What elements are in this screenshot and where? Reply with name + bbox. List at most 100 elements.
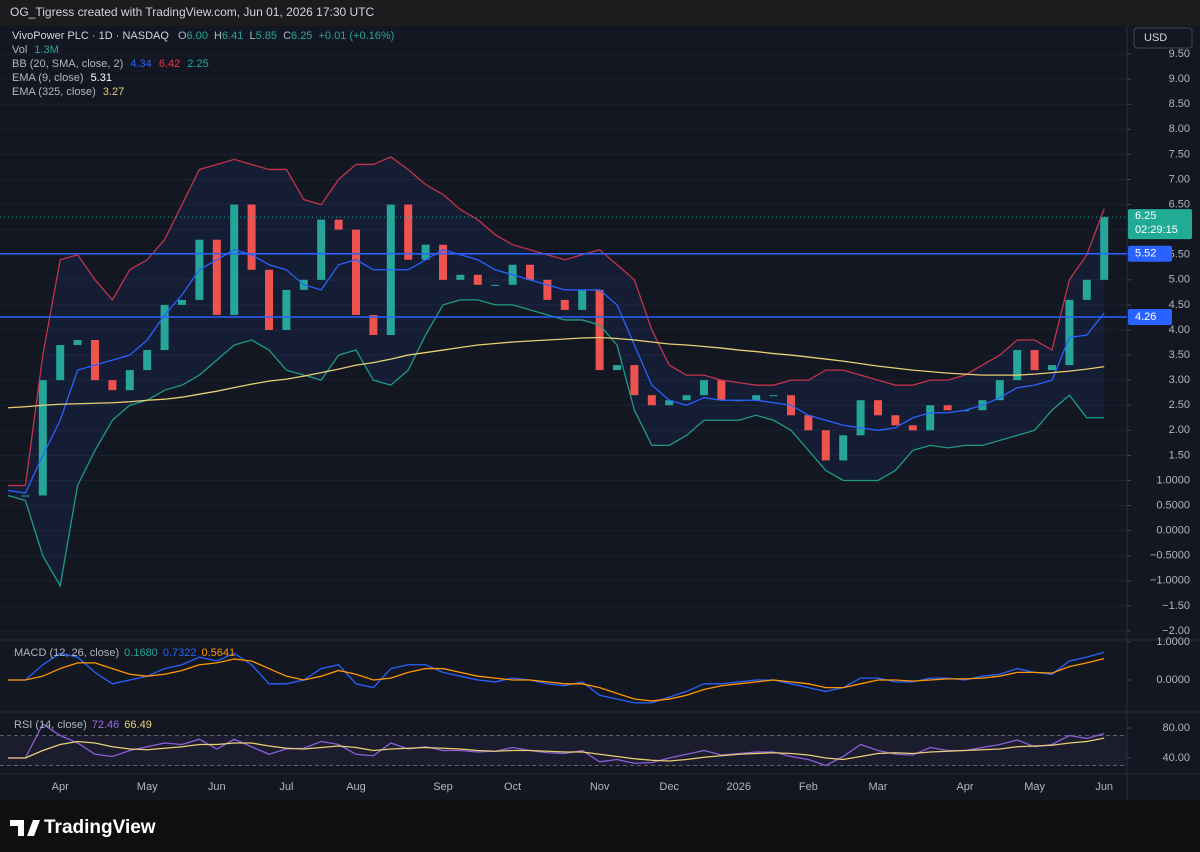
price-candle <box>856 400 865 436</box>
currency-button[interactable]: USD <box>1133 27 1193 49</box>
price-candle <box>717 380 726 401</box>
price-candle <box>560 299 569 310</box>
y-tick-label: 9.00 <box>1169 73 1190 85</box>
indicator-value: 5.31 <box>91 72 112 84</box>
ohlc-key: H <box>214 30 222 42</box>
x-tick-label: Oct <box>504 781 521 793</box>
y-tick-label: 5.00 <box>1169 274 1190 286</box>
y-tick-label: 0.0000 <box>1156 525 1190 537</box>
price-candle <box>1065 299 1074 366</box>
header-credit: OG_Tigress created with TradingView.com,… <box>10 5 375 19</box>
last-price-label: 6.25 <box>1135 210 1156 222</box>
symbol: VivoPower PLC · 1D · NASDAQ <box>12 30 169 42</box>
price-candle <box>647 395 656 406</box>
price-candle <box>421 244 430 260</box>
price-candle <box>578 289 587 310</box>
chart-background <box>0 26 1200 800</box>
y-tick-label: 5.50 <box>1169 249 1190 261</box>
y-tick-label: 8.50 <box>1169 98 1190 110</box>
y-tick-label: 3.50 <box>1169 349 1190 361</box>
price-candle <box>752 395 761 401</box>
price-candle <box>700 380 708 396</box>
x-tick-label: May <box>1024 781 1045 793</box>
ohlc-key: C <box>283 30 291 42</box>
logo-mark <box>10 820 40 836</box>
x-tick-label: Nov <box>590 781 610 793</box>
y-tick-label: 8.00 <box>1169 123 1190 135</box>
y-tick-label: 1.50 <box>1169 449 1190 461</box>
price-candle <box>839 435 848 461</box>
y-tick-label: 2.00 <box>1169 424 1190 436</box>
plot-area: 9.509.008.508.007.507.006.506.005.505.00… <box>0 48 1192 793</box>
price-candle <box>265 269 273 330</box>
indicator-label: EMA (325, close) <box>12 86 96 98</box>
price-candle <box>874 400 882 416</box>
indicator-label: BB (20, SMA, close, 2) <box>12 58 123 70</box>
price-candle <box>317 219 326 280</box>
price-candle <box>1082 279 1091 300</box>
price-candle <box>665 400 674 406</box>
price-candle <box>821 430 830 461</box>
y-tick-label: 7.50 <box>1169 148 1190 160</box>
legend-row: Vol 1.3M <box>12 44 59 56</box>
price-candle <box>178 299 186 305</box>
price-candle <box>1100 217 1109 280</box>
price-candle <box>212 239 221 315</box>
price-candle <box>56 345 65 381</box>
y-tick-label: 80.00 <box>1162 722 1190 734</box>
pane-legend-label: MACD (12, 26, close) <box>14 647 119 659</box>
y-tick-label: 7.00 <box>1169 173 1190 185</box>
indicator-label: EMA (9, close) <box>12 72 84 84</box>
price-candle <box>125 370 134 391</box>
y-tick-label: 9.50 <box>1169 48 1190 60</box>
ohlc-value: 5.85 <box>256 30 277 42</box>
price-line-tag <box>1128 245 1172 262</box>
y-tick-label: 4.00 <box>1169 324 1190 336</box>
pane-legend-value: 0.5641 <box>201 647 235 659</box>
series-line <box>8 723 1105 767</box>
x-tick-label: Apr <box>956 781 973 793</box>
series-line <box>8 156 1105 487</box>
price-candle <box>38 380 47 496</box>
price-candle <box>108 380 117 391</box>
price-candle <box>21 495 30 497</box>
ohlc-key: O <box>178 30 187 42</box>
series-line <box>8 737 1105 762</box>
price-candle <box>404 204 413 260</box>
price-candle <box>160 304 169 351</box>
currency-button-box[interactable] <box>1133 27 1193 49</box>
pane-legend-value: 72.46 <box>92 719 120 731</box>
price-candle <box>995 380 1004 401</box>
currency-label[interactable]: USD <box>1144 32 1167 44</box>
price-line-label: 4.26 <box>1135 311 1156 323</box>
x-tick-label: Jun <box>1095 781 1113 793</box>
pane-legend-label: RSI (14, close) <box>14 719 87 731</box>
price-candle <box>439 244 447 280</box>
ohlc-key: L <box>249 30 255 42</box>
pane-legend-value: 66.49 <box>124 719 152 731</box>
x-tick-label: May <box>137 781 158 793</box>
indicator-value: 6.42 <box>159 58 180 70</box>
series-line <box>8 658 1105 702</box>
price-candle <box>247 204 256 270</box>
volume-value: 1.3M <box>34 44 58 56</box>
price-candle <box>891 415 900 426</box>
price-candle <box>473 274 482 285</box>
footer-brand: TradingView <box>44 817 156 838</box>
price-candle <box>352 229 360 315</box>
y-tick-label: −0.5000 <box>1150 550 1190 562</box>
price-candle <box>369 314 378 335</box>
price-candle <box>526 264 534 280</box>
price-candle <box>926 405 935 431</box>
price-candle <box>230 204 239 315</box>
price-candle <box>282 289 291 330</box>
ohlc-value: 6.00 <box>187 30 208 42</box>
x-tick-label: Feb <box>799 781 818 793</box>
price-candle <box>73 340 82 346</box>
pane-legend: MACD (12, 26, close) 0.1680 0.7322 0.5641 <box>14 647 235 659</box>
price-candle <box>143 350 152 371</box>
price-candle <box>334 219 343 230</box>
x-tick-label: 2026 <box>727 781 751 793</box>
price-candle <box>1030 350 1039 371</box>
legend-row: EMA (325, close) 3.27 <box>12 86 124 98</box>
